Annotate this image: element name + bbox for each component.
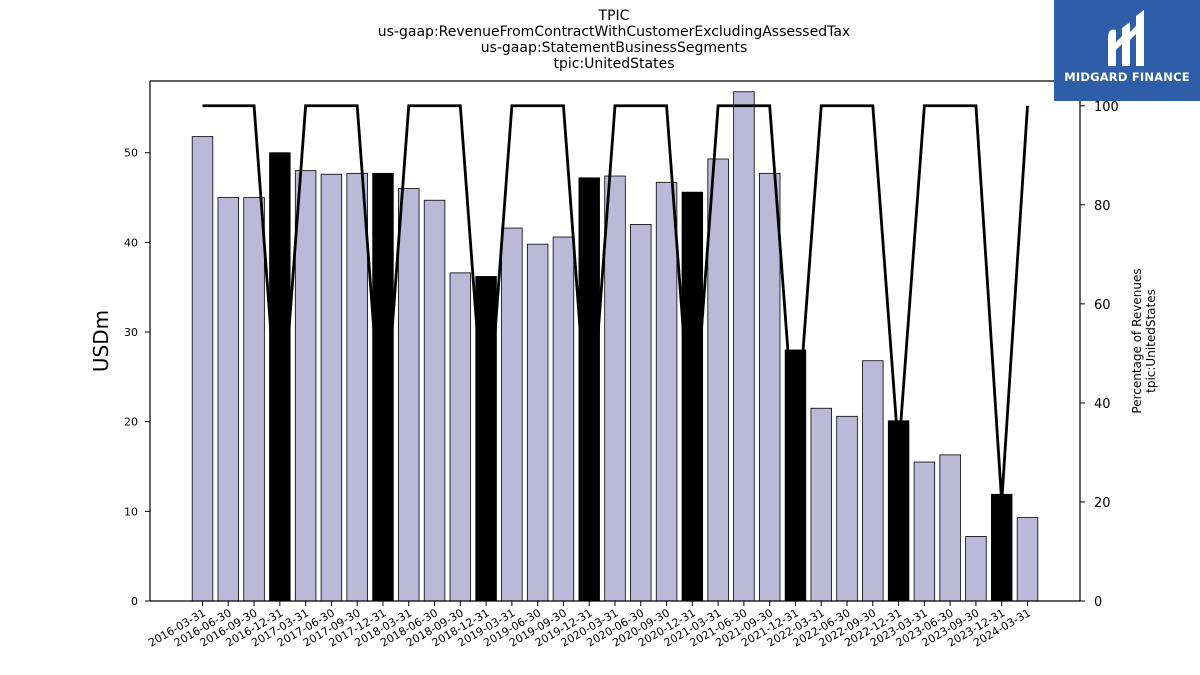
y2-tick-label: 100 — [1094, 100, 1119, 115]
y-tick-label: 0 — [131, 595, 138, 608]
bar — [681, 191, 704, 602]
bar — [604, 175, 626, 602]
title-line: tpic:UnitedStates — [553, 56, 674, 72]
y-tick-label: 20 — [124, 416, 138, 429]
bar — [965, 536, 987, 602]
bar — [552, 236, 575, 602]
bar — [243, 197, 265, 602]
y-tick-label: 10 — [124, 505, 138, 518]
bar — [913, 461, 936, 602]
bar — [346, 172, 368, 602]
y-tick-label: 30 — [124, 326, 138, 339]
y-axis-label: USDm — [89, 310, 113, 372]
bar — [294, 170, 317, 602]
bar — [810, 407, 832, 602]
bar — [733, 91, 755, 602]
y2-tick-label: 80 — [1094, 199, 1111, 214]
axis-labels: USDm Percentage of Revenues tpic:UnitedSta… — [89, 268, 1158, 413]
logo-text: MIDGARD FINANCE — [1064, 70, 1190, 84]
bar — [630, 224, 652, 602]
bar — [501, 227, 523, 602]
bar — [217, 197, 240, 602]
y2-tick-label: 0 — [1094, 595, 1102, 610]
bar — [449, 272, 472, 602]
chart-title: TPICus-gaap:RevenueFromContractWithCusto… — [378, 8, 850, 72]
bar — [578, 177, 600, 602]
y-tick-label: 50 — [124, 147, 138, 160]
logo-mark-icon — [1108, 10, 1144, 66]
bar — [784, 349, 807, 602]
percentage-line — [202, 104, 1029, 503]
bar — [269, 152, 291, 602]
title-line: us-gaap:RevenueFromContractWithCustomerE… — [378, 24, 850, 40]
title-line: us-gaap:StatementBusinessSegments — [481, 40, 748, 56]
bar — [655, 181, 678, 602]
bar — [862, 360, 884, 602]
bar — [991, 493, 1013, 602]
axes — [145, 80, 1085, 606]
y2-tick-label: 60 — [1094, 298, 1111, 313]
bar — [939, 454, 961, 602]
y-tick-label: 40 — [124, 236, 138, 249]
bar — [423, 199, 446, 602]
title-line: TPIC — [598, 8, 630, 24]
bars — [191, 91, 1039, 602]
y2-tick-label: 40 — [1094, 397, 1111, 412]
y2-axis-label: tpic:UnitedStates — [1144, 289, 1158, 393]
bar — [372, 172, 394, 602]
bar — [191, 136, 214, 602]
bar — [526, 243, 549, 602]
bar — [398, 188, 420, 602]
percentage-line-path — [202, 104, 1029, 503]
bar — [707, 158, 729, 602]
y2-tick-label: 20 — [1094, 496, 1111, 511]
bar — [320, 173, 343, 602]
midgard-finance-logo: MIDGARD FINANCE — [1054, 0, 1200, 101]
bar — [836, 415, 858, 602]
y2-axis-label: Percentage of Revenues — [1130, 268, 1144, 413]
bar — [1016, 517, 1039, 602]
bar — [758, 172, 781, 602]
